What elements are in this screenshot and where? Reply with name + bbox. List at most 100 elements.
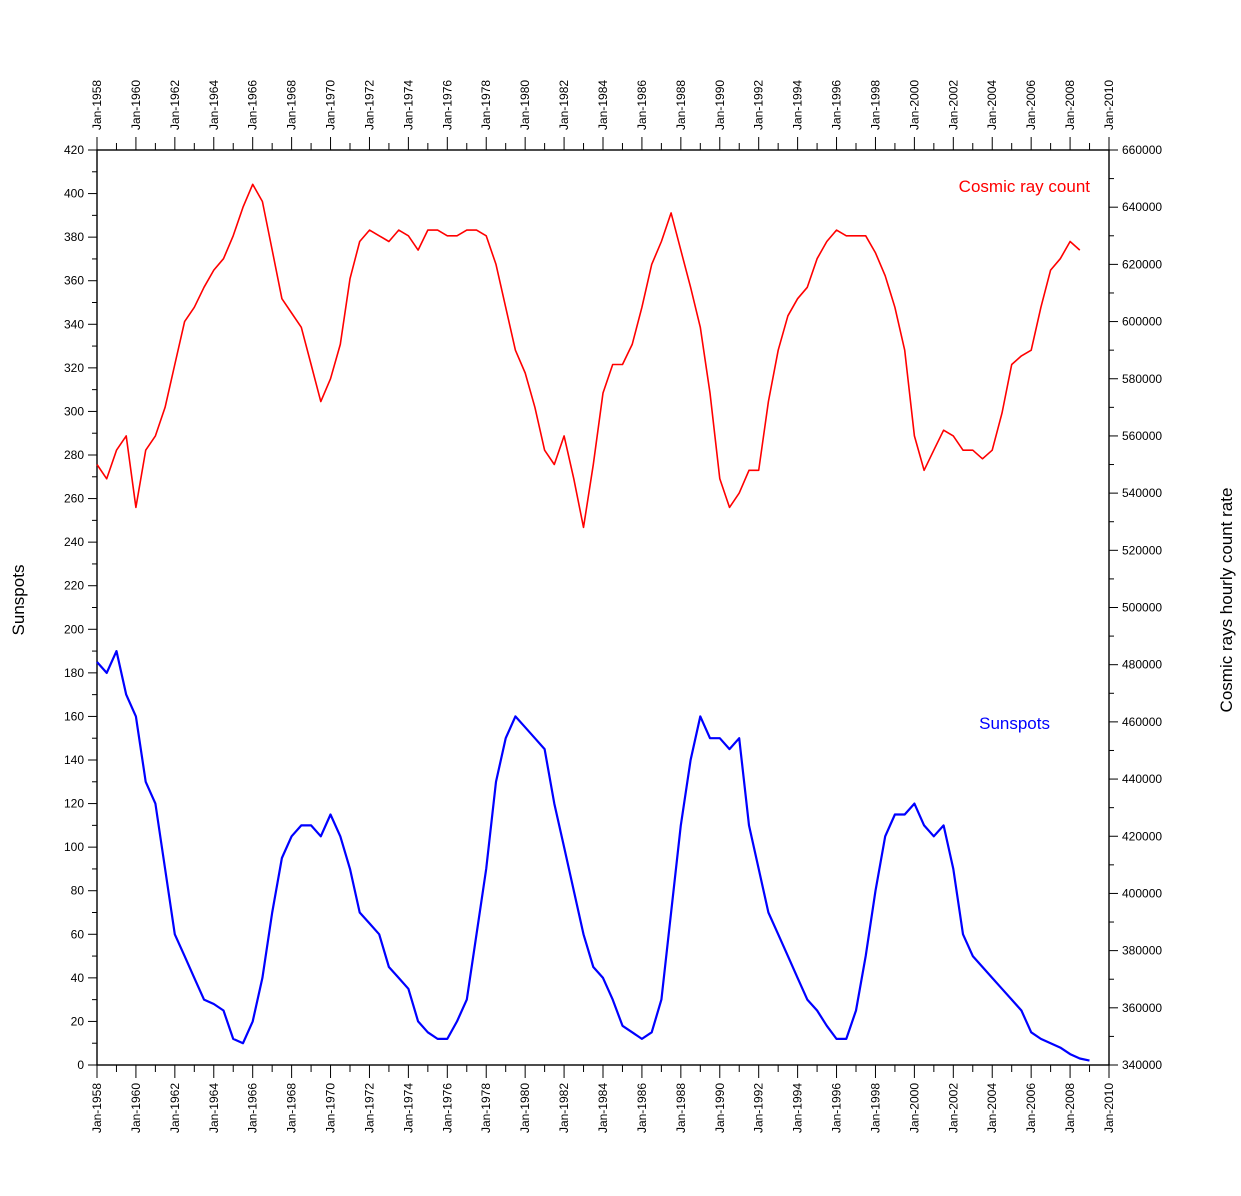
x-tick-label-top: Jan-1996 [830, 80, 844, 130]
x-tick-label-top: Jan-2004 [985, 80, 999, 130]
x-tick-label-bottom: Jan-1980 [518, 1083, 532, 1133]
left-axis-tick-label: 220 [64, 579, 84, 593]
x-tick-label-top: Jan-1978 [479, 80, 493, 130]
left-axis-tick-label: 420 [64, 143, 84, 157]
left-axis-tick-label: 0 [77, 1058, 84, 1072]
right-axis-tick-label: 640000 [1122, 200, 1162, 214]
left-axis-tick-label: 380 [64, 230, 84, 244]
x-tick-label-bottom: Jan-1994 [791, 1083, 805, 1133]
x-tick-label-top: Jan-2008 [1063, 80, 1077, 130]
right-axis-tick-label: 360000 [1122, 1001, 1162, 1015]
right-axis-tick-label: 660000 [1122, 143, 1162, 157]
cosmic-ray-series-label: Cosmic ray count [959, 177, 1091, 196]
left-axis-tick-label: 360 [64, 274, 84, 288]
x-tick-label-top: Jan-1966 [246, 80, 260, 130]
sunspots-series-line [96, 650, 1090, 1062]
x-tick-label-bottom: Jan-1998 [868, 1083, 882, 1133]
x-tick-label-bottom: Jan-1990 [713, 1083, 727, 1133]
left-axis-tick-label: 140 [64, 753, 84, 767]
x-tick-label-bottom: Jan-2010 [1102, 1083, 1116, 1133]
x-tick-label-bottom: Jan-2000 [907, 1083, 921, 1133]
left-axis-tick-label: 200 [64, 622, 84, 636]
left-axis-tick-label: 240 [64, 535, 84, 549]
right-axis-tick-label: 440000 [1122, 772, 1162, 786]
x-tick-label-top: Jan-1990 [713, 80, 727, 130]
right-axis-tick-label: 480000 [1122, 658, 1162, 672]
x-tick-label-top: Jan-1960 [129, 80, 143, 130]
x-tick-label-bottom: Jan-1960 [129, 1083, 143, 1133]
x-tick-label-top: Jan-1972 [362, 80, 376, 130]
x-tick-label-top: Jan-1970 [324, 80, 338, 130]
x-tick-label-top: Jan-2002 [946, 80, 960, 130]
x-tick-label-bottom: Jan-1964 [207, 1083, 221, 1133]
right-axis-tick-label: 580000 [1122, 372, 1162, 386]
x-tick-label-top: Jan-1964 [207, 80, 221, 130]
x-tick-label-bottom: Jan-1982 [557, 1083, 571, 1133]
left-axis-tick-label: 100 [64, 840, 84, 854]
left-axis-title: Sunspots [9, 565, 28, 636]
right-axis-tick-label: 540000 [1122, 486, 1162, 500]
x-tick-label-top: Jan-1962 [168, 80, 182, 130]
right-axis-tick-label: 380000 [1122, 944, 1162, 958]
x-tick-label-top: Jan-1988 [674, 80, 688, 130]
x-tick-label-bottom: Jan-1996 [830, 1083, 844, 1133]
x-tick-label-top: Jan-1998 [868, 80, 882, 130]
x-tick-label-bottom: Jan-2006 [1024, 1083, 1038, 1133]
left-axis-tick-label: 60 [71, 927, 85, 941]
x-tick-label-top: Jan-1958 [90, 80, 104, 130]
left-axis-tick-label: 300 [64, 404, 84, 418]
right-axis-tick-label: 500000 [1122, 601, 1162, 615]
x-tick-label-top: Jan-1982 [557, 80, 571, 130]
left-axis-tick-label: 340 [64, 317, 84, 331]
right-axis-tick-label: 560000 [1122, 429, 1162, 443]
left-axis-tick-label: 180 [64, 666, 84, 680]
x-tick-label-bottom: Jan-1976 [440, 1083, 454, 1133]
left-axis-tick-label: 40 [71, 971, 85, 985]
x-tick-label-top: Jan-1984 [596, 80, 610, 130]
x-tick-label-top: Jan-1986 [635, 80, 649, 130]
x-tick-label-top: Jan-1974 [401, 80, 415, 130]
x-tick-label-bottom: Jan-1966 [246, 1083, 260, 1133]
x-tick-label-bottom: Jan-1978 [479, 1083, 493, 1133]
right-axis-title: Cosmic rays hourly count rate [1217, 488, 1236, 713]
right-axis-tick-label: 340000 [1122, 1058, 1162, 1072]
x-tick-label-top: Jan-2000 [907, 80, 921, 130]
x-tick-label-top: Jan-1994 [791, 80, 805, 130]
x-tick-label-bottom: Jan-1992 [752, 1083, 766, 1133]
x-tick-label-top: Jan-1992 [752, 80, 766, 130]
left-axis-tick-label: 400 [64, 187, 84, 201]
right-axis-tick-label: 460000 [1122, 715, 1162, 729]
x-tick-label-top: Jan-1980 [518, 80, 532, 130]
cosmic-ray-series-line [96, 183, 1081, 529]
x-tick-label-bottom: Jan-1988 [674, 1083, 688, 1133]
x-tick-label-bottom: Jan-1986 [635, 1083, 649, 1133]
left-axis-tick-label: 20 [71, 1014, 85, 1028]
x-tick-label-bottom: Jan-1984 [596, 1083, 610, 1133]
x-tick-label-top: Jan-1976 [440, 80, 454, 130]
left-axis-tick-label: 160 [64, 709, 84, 723]
right-axis-tick-label: 600000 [1122, 315, 1162, 329]
left-axis-tick-label: 260 [64, 492, 84, 506]
right-axis-tick-label: 420000 [1122, 829, 1162, 843]
x-tick-label-bottom: Jan-2008 [1063, 1083, 1077, 1133]
x-tick-label-bottom: Jan-1958 [90, 1083, 104, 1133]
right-axis-tick-label: 400000 [1122, 886, 1162, 900]
x-tick-label-top: Jan-1968 [285, 80, 299, 130]
left-axis-tick-label: 80 [71, 884, 85, 898]
plot-frame [96, 149, 1110, 1066]
right-axis-tick-label: 620000 [1122, 257, 1162, 271]
x-tick-label-bottom: Jan-1970 [324, 1083, 338, 1133]
x-tick-label-top: Jan-2010 [1102, 80, 1116, 130]
sunspots-series-label: Sunspots [979, 714, 1050, 733]
x-tick-label-bottom: Jan-1968 [285, 1083, 299, 1133]
x-tick-label-bottom: Jan-2002 [946, 1083, 960, 1133]
x-tick-label-top: Jan-2006 [1024, 80, 1038, 130]
x-tick-label-bottom: Jan-1972 [362, 1083, 376, 1133]
x-tick-label-bottom: Jan-1974 [401, 1083, 415, 1133]
x-tick-label-bottom: Jan-2004 [985, 1083, 999, 1133]
left-axis-tick-label: 280 [64, 448, 84, 462]
x-tick-label-bottom: Jan-1962 [168, 1083, 182, 1133]
left-axis-tick-label: 320 [64, 361, 84, 375]
